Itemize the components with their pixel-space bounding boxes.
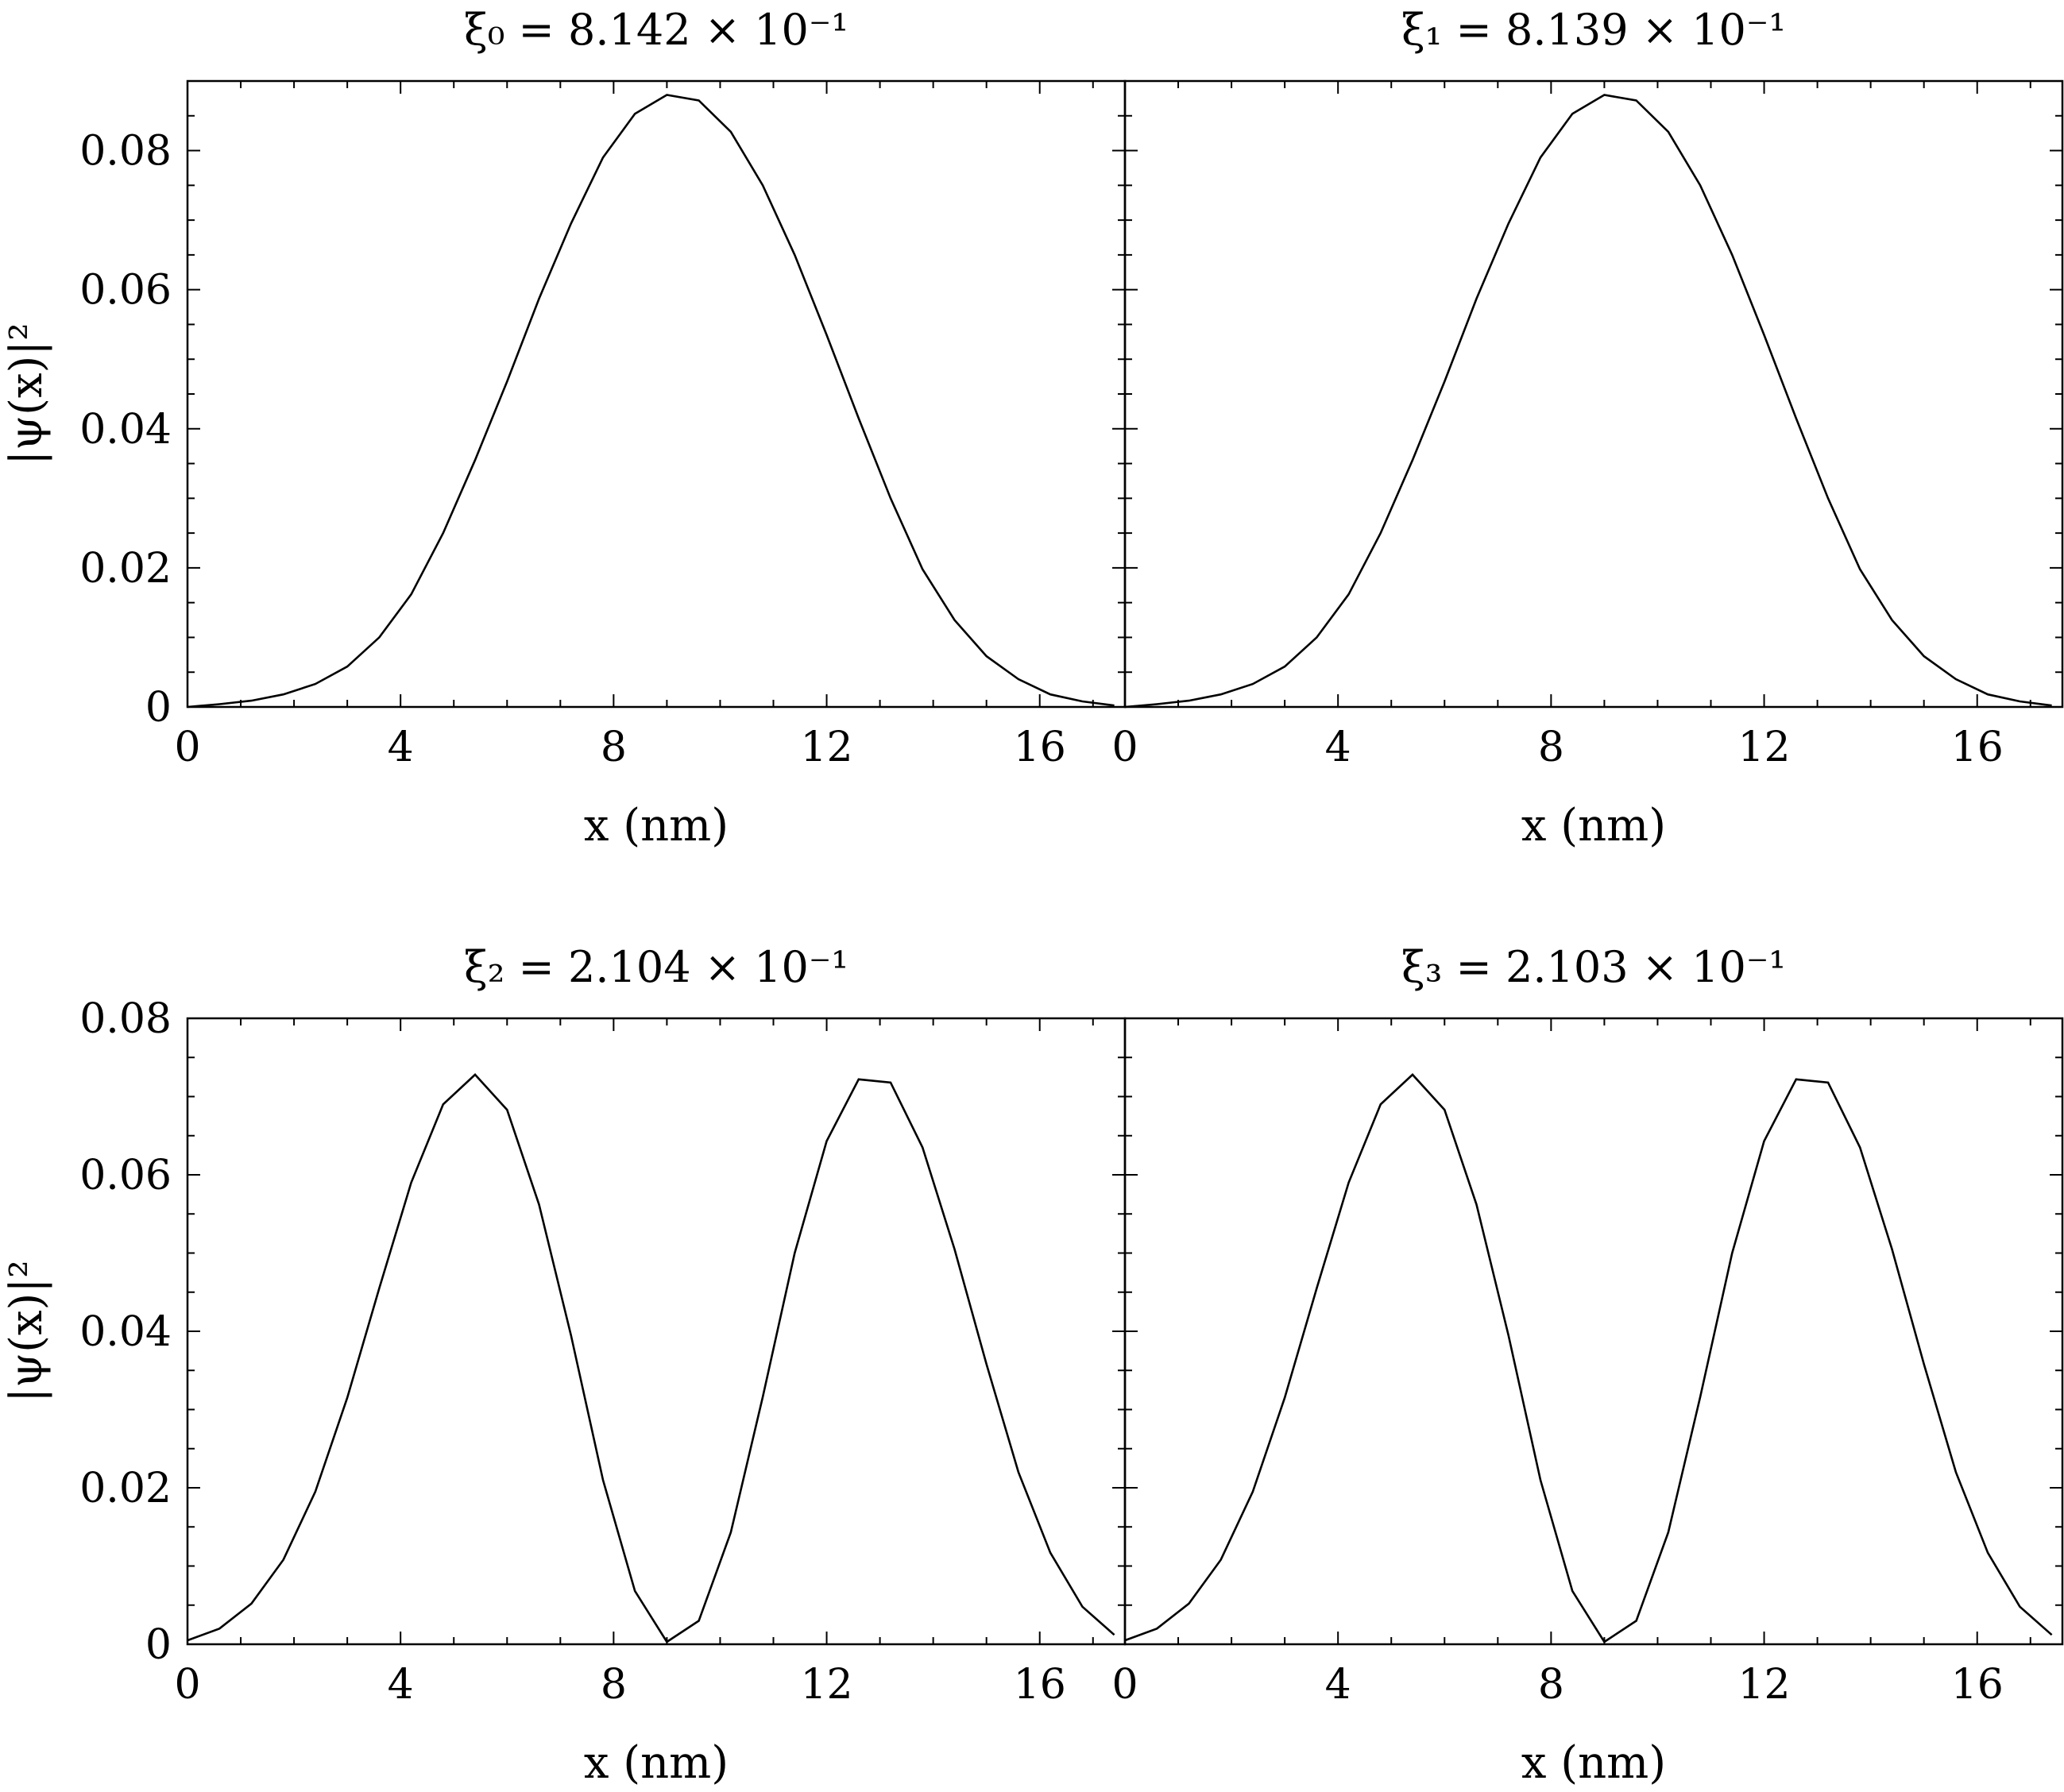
x-tick-label: 16: [1014, 724, 1066, 771]
x-tick-label: 4: [1325, 724, 1351, 771]
subplot-title: ξ₃ = 2.103 × 10⁻¹: [1401, 942, 1786, 992]
subplot-1: 0 4 8 12 16 x (nm) ξ₁ = 8.139 × 10⁻¹: [1111, 5, 2064, 852]
y-tick-label: 0.08: [79, 128, 172, 176]
subplot-title: ξ₁ = 8.139 × 10⁻¹: [1401, 5, 1786, 55]
x-tick-label: 16: [1951, 1661, 2004, 1709]
series-line: [187, 94, 1115, 709]
y-tick-label: 0.04: [79, 406, 172, 454]
x-tick-label: 16: [1951, 724, 2004, 771]
x-tick-label: 0: [174, 1661, 200, 1709]
x-tick-label: 12: [1737, 1661, 1790, 1709]
series-line: [1124, 1073, 2053, 1643]
subplot-title: ξ₂ = 2.104 × 10⁻¹: [464, 942, 848, 992]
x-axis-label: x (nm): [1521, 1737, 1666, 1789]
y-tick-label: 0.04: [79, 1308, 172, 1356]
x-tick-label: 8: [1538, 1661, 1564, 1709]
plot-frame: [1123, 79, 2064, 709]
x-tick-label: 0: [1111, 1661, 1138, 1709]
x-tick-label: 0: [174, 724, 200, 771]
x-tick-label: 4: [388, 1661, 414, 1709]
plot-frame: [1123, 1017, 2064, 1646]
y-tick-label: 0.02: [79, 1465, 172, 1512]
x-tick-label: 16: [1014, 1661, 1066, 1709]
x-tick-label: 8: [601, 724, 627, 771]
plot-frame: [186, 1017, 1127, 1646]
y-axis-label: |ψ(x)|²: [1, 1260, 52, 1402]
x-axis-label: x (nm): [584, 1737, 729, 1789]
y-tick-label: 0: [145, 684, 172, 732]
y-tick-label: 0.06: [79, 267, 172, 315]
x-tick-label: 0: [1111, 724, 1138, 771]
x-axis-label: x (nm): [584, 800, 729, 852]
y-tick-label: 0: [145, 1621, 172, 1669]
subplot-2: 0 4 8 12 16 0 0.02 0.04 0.06 0.08 x (nm) |ψ(x)|² ξ₂ …: [1, 942, 1127, 1789]
y-tick-label: 0.08: [79, 995, 172, 1043]
subplot-3: 0 4 8 12 16 x (nm) ξ₃ = 2.103 × 10⁻¹: [1111, 942, 2064, 1789]
x-tick-label: 4: [1325, 1661, 1351, 1709]
series-line: [1124, 94, 2052, 709]
y-axis-label: |ψ(x)|²: [1, 322, 52, 465]
x-tick-label: 12: [800, 724, 852, 771]
x-tick-label: 12: [800, 1661, 852, 1709]
plot-frame: [186, 79, 1127, 709]
y-tick-label: 0.02: [79, 545, 172, 593]
subplot-0: 0 4 8 12 16 0 0.02 0.04 0.06 0.08 x (nm) |ψ(x)|² ξ₀ …: [1, 5, 1127, 852]
series-line: [187, 1073, 1115, 1643]
x-tick-label: 4: [388, 724, 414, 771]
subplot-title: ξ₀ = 8.142 × 10⁻¹: [464, 5, 848, 55]
x-tick-label: 8: [1538, 724, 1564, 771]
x-axis-label: x (nm): [1521, 800, 1666, 852]
x-tick-label: 12: [1737, 724, 1790, 771]
y-tick-label: 0.06: [79, 1152, 172, 1199]
x-tick-label: 8: [601, 1661, 627, 1709]
